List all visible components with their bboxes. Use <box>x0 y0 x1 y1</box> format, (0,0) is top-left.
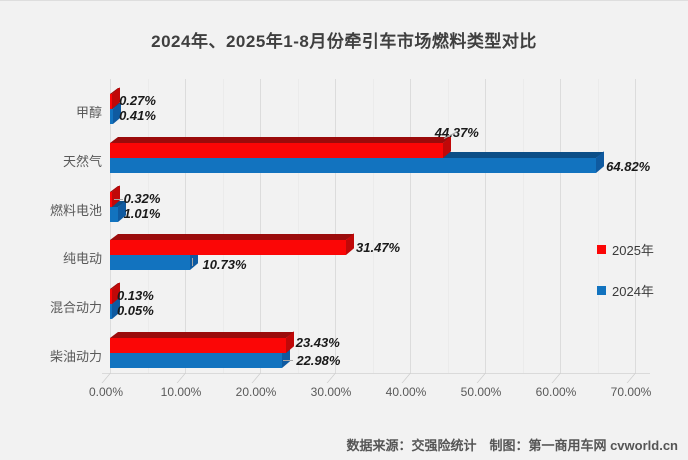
gridline-minor <box>447 79 449 373</box>
bar-2025 <box>110 184 121 207</box>
gridline-minor <box>297 79 299 373</box>
bar-2025 <box>110 136 451 158</box>
value-label-2025: 31.47% <box>356 240 401 256</box>
source-credit-text: 数据来源：交强险统计 制图：第一商用车网 cvworld.cn <box>346 438 678 453</box>
value-label-2025: 0.27% <box>119 93 156 108</box>
gridline-major <box>185 79 186 373</box>
legend-item-2025: 2025年 <box>597 240 654 259</box>
bar-row: 31.47% 10.73% <box>110 233 650 273</box>
gridline-minor <box>372 79 374 373</box>
legend-label-2024: 2024年 <box>612 284 654 299</box>
legend: 2025年 2024年 <box>597 240 654 322</box>
bar-row: 0.32% 1.01% <box>110 184 650 222</box>
x-axis-tick-label: 10.00% <box>160 385 202 399</box>
value-label-2025: 23.43% <box>295 335 340 350</box>
bar-2025-top-face <box>110 136 451 143</box>
value-label-2024: 10.73% <box>202 257 247 273</box>
gridline-major <box>335 79 336 373</box>
category-label: 柴油动力 <box>49 349 102 364</box>
gridline-major <box>260 79 261 373</box>
axis-tick <box>176 373 186 383</box>
category-label: 燃料电池 <box>49 202 102 218</box>
category-label: 甲醇 <box>75 105 102 120</box>
legend-swatch-2025 <box>597 245 606 254</box>
bar-2025 <box>110 233 355 256</box>
bar-2024 <box>110 151 605 173</box>
bar-2025-top-face <box>110 332 294 338</box>
bar-2025 <box>110 331 294 353</box>
legend-swatch-2024 <box>597 286 606 295</box>
axis-tick <box>401 373 411 383</box>
bar-2025 <box>110 282 120 305</box>
bar-2024 <box>110 297 120 320</box>
axis-tick <box>326 373 336 383</box>
bar-row: 23.43% 22.98% <box>110 331 650 368</box>
category-label: 天然气 <box>62 153 102 169</box>
plot-floor-edge <box>102 373 650 374</box>
gridline-minor <box>147 79 149 373</box>
bar-2024 <box>110 102 122 124</box>
leader-line <box>283 360 294 361</box>
gridline-minor <box>222 79 224 373</box>
bar-2024 <box>110 248 199 271</box>
bar-2025 <box>110 87 121 109</box>
x-axis-tick-label: 30.00% <box>310 385 352 399</box>
x-axis-tick-label: 0.00% <box>88 385 124 399</box>
plot-area: 0.27%0.41%44.37%64.82%0.32%1.01%31.47%10… <box>110 79 650 373</box>
gridline-major <box>560 79 561 373</box>
axis-tick <box>551 373 561 383</box>
axis-tick <box>626 373 636 383</box>
value-label-2024: 1.01% <box>123 205 161 221</box>
value-label-2025: 0.13% <box>116 288 154 304</box>
x-axis-tick-label: 50.00% <box>460 385 502 399</box>
category-label: 纯电动 <box>62 251 102 267</box>
leader-line <box>113 198 123 200</box>
x-axis-tick-label: 20.00% <box>235 385 277 399</box>
value-label-2024: 0.41% <box>119 108 156 123</box>
x-axis-tick-label: 60.00% <box>535 385 577 399</box>
x-axis-tick-label: 40.00% <box>385 385 427 399</box>
bar-2024 <box>110 346 291 368</box>
bar-row: 44.37%64.82% <box>110 125 651 174</box>
x-axis-tick-label: 70.00% <box>610 385 652 399</box>
leader-line <box>192 258 194 267</box>
chart-title: 2024年、2025年1-8月份牵引车市场燃料类型对比 <box>151 32 537 51</box>
legend-label-2025: 2025年 <box>612 243 654 258</box>
bar-row: 0.13% 0.05% <box>110 282 650 320</box>
bar-2024 <box>110 199 126 222</box>
value-label-2024: 64.82% <box>606 158 651 174</box>
legend-item-2024: 2024年 <box>597 281 654 300</box>
gridline-minor <box>597 79 599 373</box>
axis-tick <box>101 373 111 383</box>
value-label-2024: 0.05% <box>116 303 154 319</box>
gridline-major <box>635 79 636 373</box>
value-label-2025: 0.32% <box>123 190 161 206</box>
category-label: 混合动力 <box>49 300 102 316</box>
axis-tick <box>476 373 486 383</box>
value-label-2024: 22.98% <box>296 353 341 368</box>
gridline-major <box>110 79 111 373</box>
bar-2025-top-face <box>110 234 354 241</box>
gridline-major <box>410 79 411 373</box>
bar-row: 0.27% 0.41% <box>110 87 650 124</box>
gridline-minor <box>522 79 524 373</box>
axis-tick <box>251 373 261 383</box>
gridline-major <box>485 79 486 373</box>
